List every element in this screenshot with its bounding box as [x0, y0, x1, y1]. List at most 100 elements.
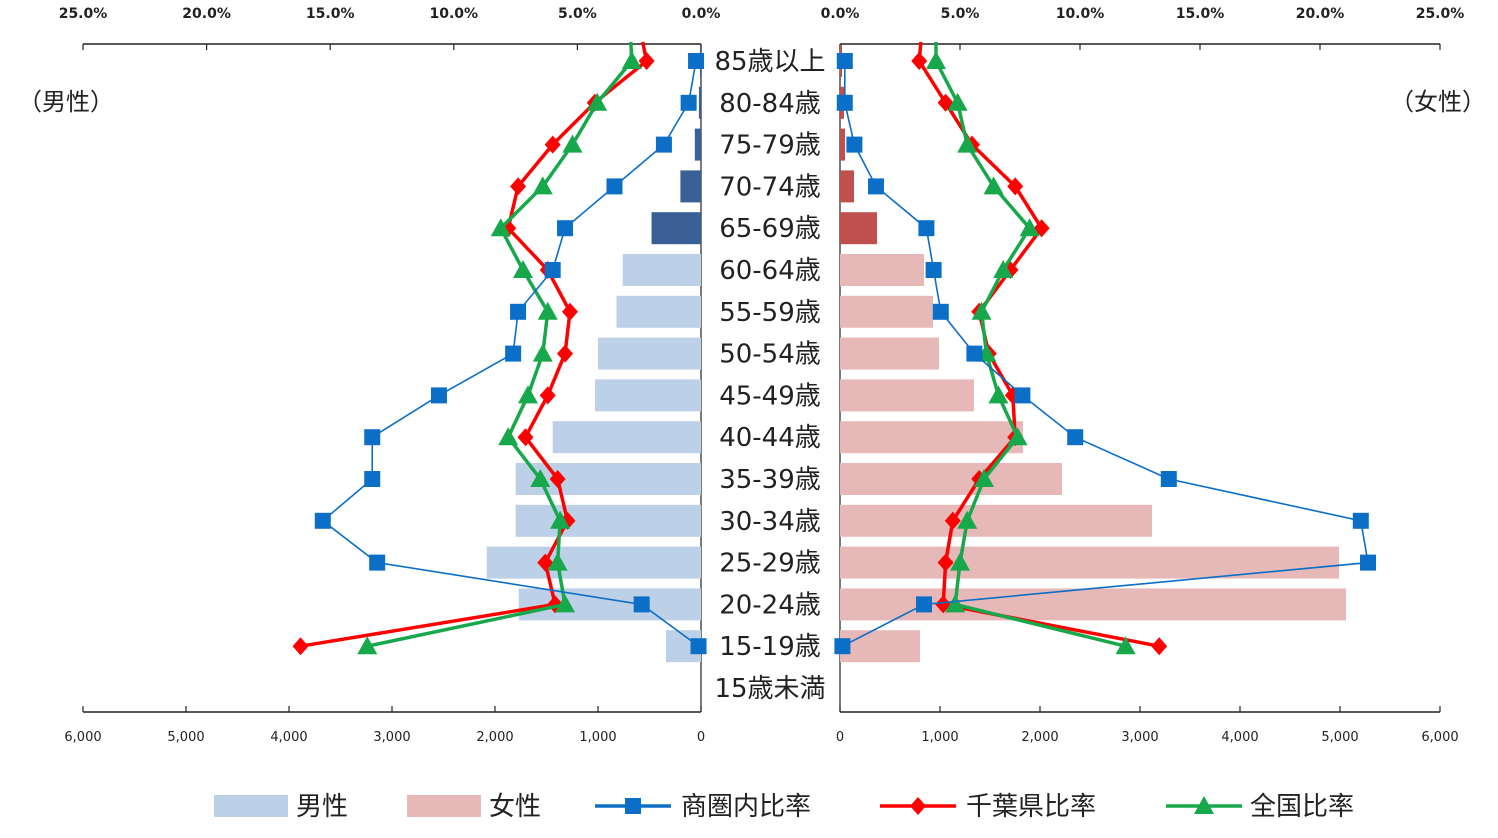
bar-male [598, 337, 701, 370]
bottom-tick-label-left: 5,000 [167, 730, 204, 745]
marker-diamond-left [517, 428, 534, 447]
bottom-tick-label-right: 6,000 [1421, 730, 1458, 745]
age-label: 45-49歳 [719, 381, 821, 411]
bar-male [651, 212, 701, 245]
bar-female [840, 170, 854, 203]
marker-square-left [557, 220, 574, 237]
bar-female [840, 295, 933, 328]
bar-layer [486, 45, 1346, 663]
bar-male [594, 379, 701, 412]
marker-square-left [690, 638, 707, 655]
legend-label-diamond: 千葉県比率 [966, 792, 1096, 822]
top-tick-label-left: 25.0% [59, 6, 108, 22]
line-layer [292, 41, 1376, 656]
age-label: 20-24歳 [719, 590, 821, 620]
marker-triangle-left [532, 176, 553, 195]
marker-triangle-right [974, 469, 994, 487]
marker-square-left [314, 512, 331, 529]
marker-triangle-right [957, 134, 978, 153]
bottom-tick-label-right: 3,000 [1121, 730, 1158, 745]
marker-square-left [430, 387, 447, 404]
top-tick-label-left: 20.0% [182, 6, 231, 22]
marker-triangle-left [517, 385, 538, 404]
bottom-tick-label-right: 4,000 [1221, 730, 1258, 745]
bottom-tick-label-left: 0 [697, 730, 705, 745]
bottom-tick-label-left: 3,000 [373, 730, 410, 745]
bottom-tick-label-right: 1,000 [921, 730, 958, 745]
top-tick-label-left: 5.0% [558, 6, 597, 22]
marker-triangle-left [562, 134, 583, 153]
bar-male [515, 504, 701, 537]
marker-square-right [932, 303, 949, 320]
marker-diamond-right [937, 553, 954, 572]
bar-male [680, 170, 701, 203]
age-label: 15歳未満 [714, 674, 825, 704]
age-label: 15-19歳 [719, 632, 821, 662]
marker-diamond-left [539, 386, 556, 405]
marker-square-right [1160, 471, 1177, 487]
bottom-tick-label-left: 2,000 [476, 730, 513, 745]
bar-female [840, 588, 1346, 621]
bar-female [840, 421, 1023, 454]
marker-triangle-left [550, 510, 571, 529]
bar-female [840, 379, 974, 412]
marker-triangle-right [971, 301, 992, 320]
marker-square-right [868, 178, 884, 195]
marker-square-left [655, 136, 672, 153]
legend-label-square: 商圏内比率 [681, 792, 811, 822]
bottom-tick-label-right: 5,000 [1321, 730, 1358, 745]
age-labels: 85歳以上 80-84歳 75-79歳 70-74歳 65-69歳 60-64歳 55-59… [714, 47, 825, 704]
top-tick-label-left: 0.0% [682, 6, 721, 22]
bar-female [840, 504, 1152, 537]
bar-female [840, 212, 877, 245]
bar-male [616, 295, 701, 328]
marker-triangle-right [947, 92, 968, 111]
line-diamond-left [300, 41, 649, 648]
marker-triangle-right [1115, 636, 1136, 655]
bottom-tick-label-left: 6,000 [64, 730, 101, 745]
bar-female [840, 546, 1339, 579]
marker-triangle-left [547, 552, 568, 571]
bar-male [486, 546, 701, 579]
line-triangle-left [366, 41, 634, 648]
legend-marker-triangle [1194, 796, 1214, 814]
marker-diamond-left [510, 177, 527, 196]
marker-triangle-right [945, 594, 966, 613]
marker-diamond-left [292, 637, 309, 656]
marker-diamond-right [944, 511, 961, 530]
marker-square-right [846, 136, 863, 153]
marker-triangle-right [1019, 218, 1040, 237]
marker-diamond-left [544, 135, 561, 154]
marker-diamond-left [638, 52, 655, 70]
marker-triangle-left [498, 427, 519, 446]
bar-female [840, 254, 924, 286]
marker-square-left [364, 429, 381, 446]
marker-diamond-right [1151, 637, 1168, 656]
legend-marker-square [625, 798, 641, 814]
marker-square-right [1067, 429, 1084, 446]
marker-triangle-right [993, 260, 1014, 278]
bar-male [694, 128, 701, 161]
marker-square-left [369, 554, 386, 571]
marker-square-right [1352, 512, 1369, 529]
marker-triangle-right [988, 385, 1009, 404]
marker-square-left [510, 303, 527, 320]
marker-triangle-right [926, 51, 946, 69]
legend-label-triangle: 全国比率 [1250, 792, 1354, 822]
bar-male [698, 86, 701, 119]
marker-diamond-left [557, 344, 574, 363]
age-label: 75-79歳 [719, 131, 821, 161]
legend: 男性 女性 商圏内比率 千葉県比率 全国比率 [214, 792, 1354, 822]
age-label: 65-69歳 [719, 214, 821, 244]
marker-square-left [364, 471, 381, 487]
top-tick-label-right: 10.0% [1056, 6, 1105, 22]
marker-square-left [606, 178, 623, 195]
age-label: 35-39歳 [719, 465, 821, 495]
legend-swatch-male [214, 795, 288, 817]
marker-square-left [680, 94, 697, 111]
top-tick-label-left: 15.0% [306, 6, 355, 22]
age-label: 40-44歳 [719, 423, 821, 453]
marker-triangle-left [621, 51, 642, 69]
marker-triangle-left [530, 469, 551, 487]
